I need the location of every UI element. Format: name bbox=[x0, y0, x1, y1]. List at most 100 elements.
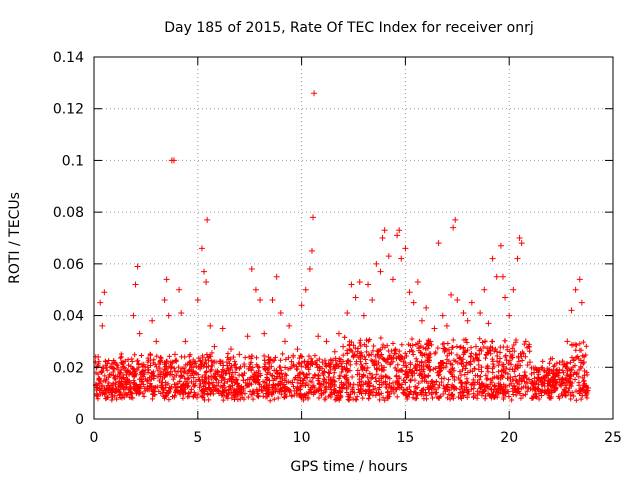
data-point bbox=[215, 379, 222, 386]
data-point bbox=[286, 322, 293, 329]
data-point bbox=[204, 216, 211, 223]
data-point bbox=[211, 343, 218, 350]
data-point bbox=[551, 384, 558, 391]
data-point bbox=[99, 322, 106, 329]
data-point bbox=[203, 278, 210, 285]
data-point bbox=[398, 255, 405, 262]
data-point bbox=[97, 299, 104, 306]
data-point bbox=[269, 297, 276, 304]
data-point bbox=[111, 392, 118, 399]
data-series-roti bbox=[93, 90, 592, 399]
data-point bbox=[410, 299, 417, 306]
data-point bbox=[572, 286, 579, 293]
data-point bbox=[163, 276, 170, 283]
grid bbox=[94, 57, 613, 419]
data-point bbox=[194, 297, 201, 304]
data-point bbox=[394, 232, 401, 239]
data-point bbox=[526, 359, 533, 366]
data-point bbox=[240, 377, 247, 384]
plot-frame bbox=[93, 56, 614, 420]
data-point bbox=[389, 276, 396, 283]
data-point bbox=[290, 361, 297, 368]
data-point bbox=[223, 359, 230, 366]
x-tick-label: 20 bbox=[500, 430, 518, 446]
data-point bbox=[396, 227, 403, 234]
data-point bbox=[244, 333, 251, 340]
data-point bbox=[130, 312, 137, 319]
data-point bbox=[248, 266, 255, 273]
data-point bbox=[365, 281, 372, 288]
data-point bbox=[516, 235, 523, 241]
data-point bbox=[103, 364, 110, 371]
data-point bbox=[373, 260, 380, 267]
data-point bbox=[539, 379, 546, 386]
data-point bbox=[107, 387, 114, 394]
axis-ticks: 0 0.02 0.04 0.06 0.08 0.1 0.12 0.14 0 5 10 15 20 25 bbox=[53, 50, 622, 446]
data-point bbox=[207, 322, 214, 329]
data-point bbox=[306, 266, 313, 273]
data-point bbox=[265, 353, 272, 360]
y-tick-label: 0.02 bbox=[53, 360, 84, 376]
data-point bbox=[568, 307, 575, 314]
data-point bbox=[302, 286, 309, 293]
data-point bbox=[423, 304, 430, 311]
data-point bbox=[360, 312, 367, 319]
x-tick-label: 10 bbox=[293, 430, 311, 446]
data-point bbox=[514, 255, 521, 262]
chart-title: Day 185 of 2015, Rate Of TEC Index for r… bbox=[164, 20, 533, 36]
data-point bbox=[178, 309, 185, 316]
data-point bbox=[352, 294, 359, 301]
data-point bbox=[439, 312, 446, 319]
data-point bbox=[402, 245, 409, 252]
data-point bbox=[499, 273, 506, 280]
data-point bbox=[257, 297, 264, 304]
data-point bbox=[576, 276, 583, 283]
x-axis-label: GPS time / hours bbox=[290, 459, 407, 475]
data-point bbox=[356, 278, 363, 285]
data-point bbox=[543, 372, 550, 379]
data-point bbox=[454, 297, 461, 304]
data-point bbox=[186, 366, 193, 373]
data-point bbox=[379, 235, 386, 241]
data-point bbox=[435, 240, 442, 247]
data-point bbox=[377, 268, 384, 275]
data-point bbox=[149, 317, 156, 324]
data-point bbox=[157, 359, 164, 366]
data-point bbox=[294, 346, 301, 353]
data-point bbox=[319, 359, 326, 366]
data-point bbox=[472, 343, 479, 350]
data-point bbox=[126, 369, 133, 376]
data-point bbox=[493, 273, 500, 280]
data-point bbox=[489, 255, 496, 262]
data-point bbox=[547, 377, 554, 384]
y-tick-label: 0.14 bbox=[53, 50, 84, 66]
data-point bbox=[236, 351, 243, 358]
data-point bbox=[311, 90, 318, 97]
data-point bbox=[477, 309, 484, 316]
data-point bbox=[281, 338, 288, 345]
data-point bbox=[310, 214, 317, 221]
data-point bbox=[522, 338, 529, 345]
data-point bbox=[450, 224, 457, 231]
data-point bbox=[170, 157, 177, 164]
data-point bbox=[468, 299, 475, 306]
data-point bbox=[298, 302, 305, 309]
data-point bbox=[232, 369, 239, 376]
data-point bbox=[381, 227, 388, 234]
data-point bbox=[115, 379, 122, 386]
data-point bbox=[136, 330, 143, 337]
data-point bbox=[190, 374, 197, 381]
data-point bbox=[219, 325, 226, 332]
data-point bbox=[385, 253, 392, 260]
y-tick-label: 0.12 bbox=[53, 102, 84, 118]
data-point bbox=[431, 325, 438, 332]
data-point bbox=[335, 330, 342, 337]
data-point bbox=[176, 286, 183, 293]
data-point bbox=[448, 291, 455, 298]
data-point bbox=[443, 322, 450, 329]
data-point bbox=[140, 361, 147, 368]
data-point bbox=[315, 333, 322, 340]
data-point bbox=[464, 317, 471, 324]
data-point bbox=[419, 317, 426, 324]
